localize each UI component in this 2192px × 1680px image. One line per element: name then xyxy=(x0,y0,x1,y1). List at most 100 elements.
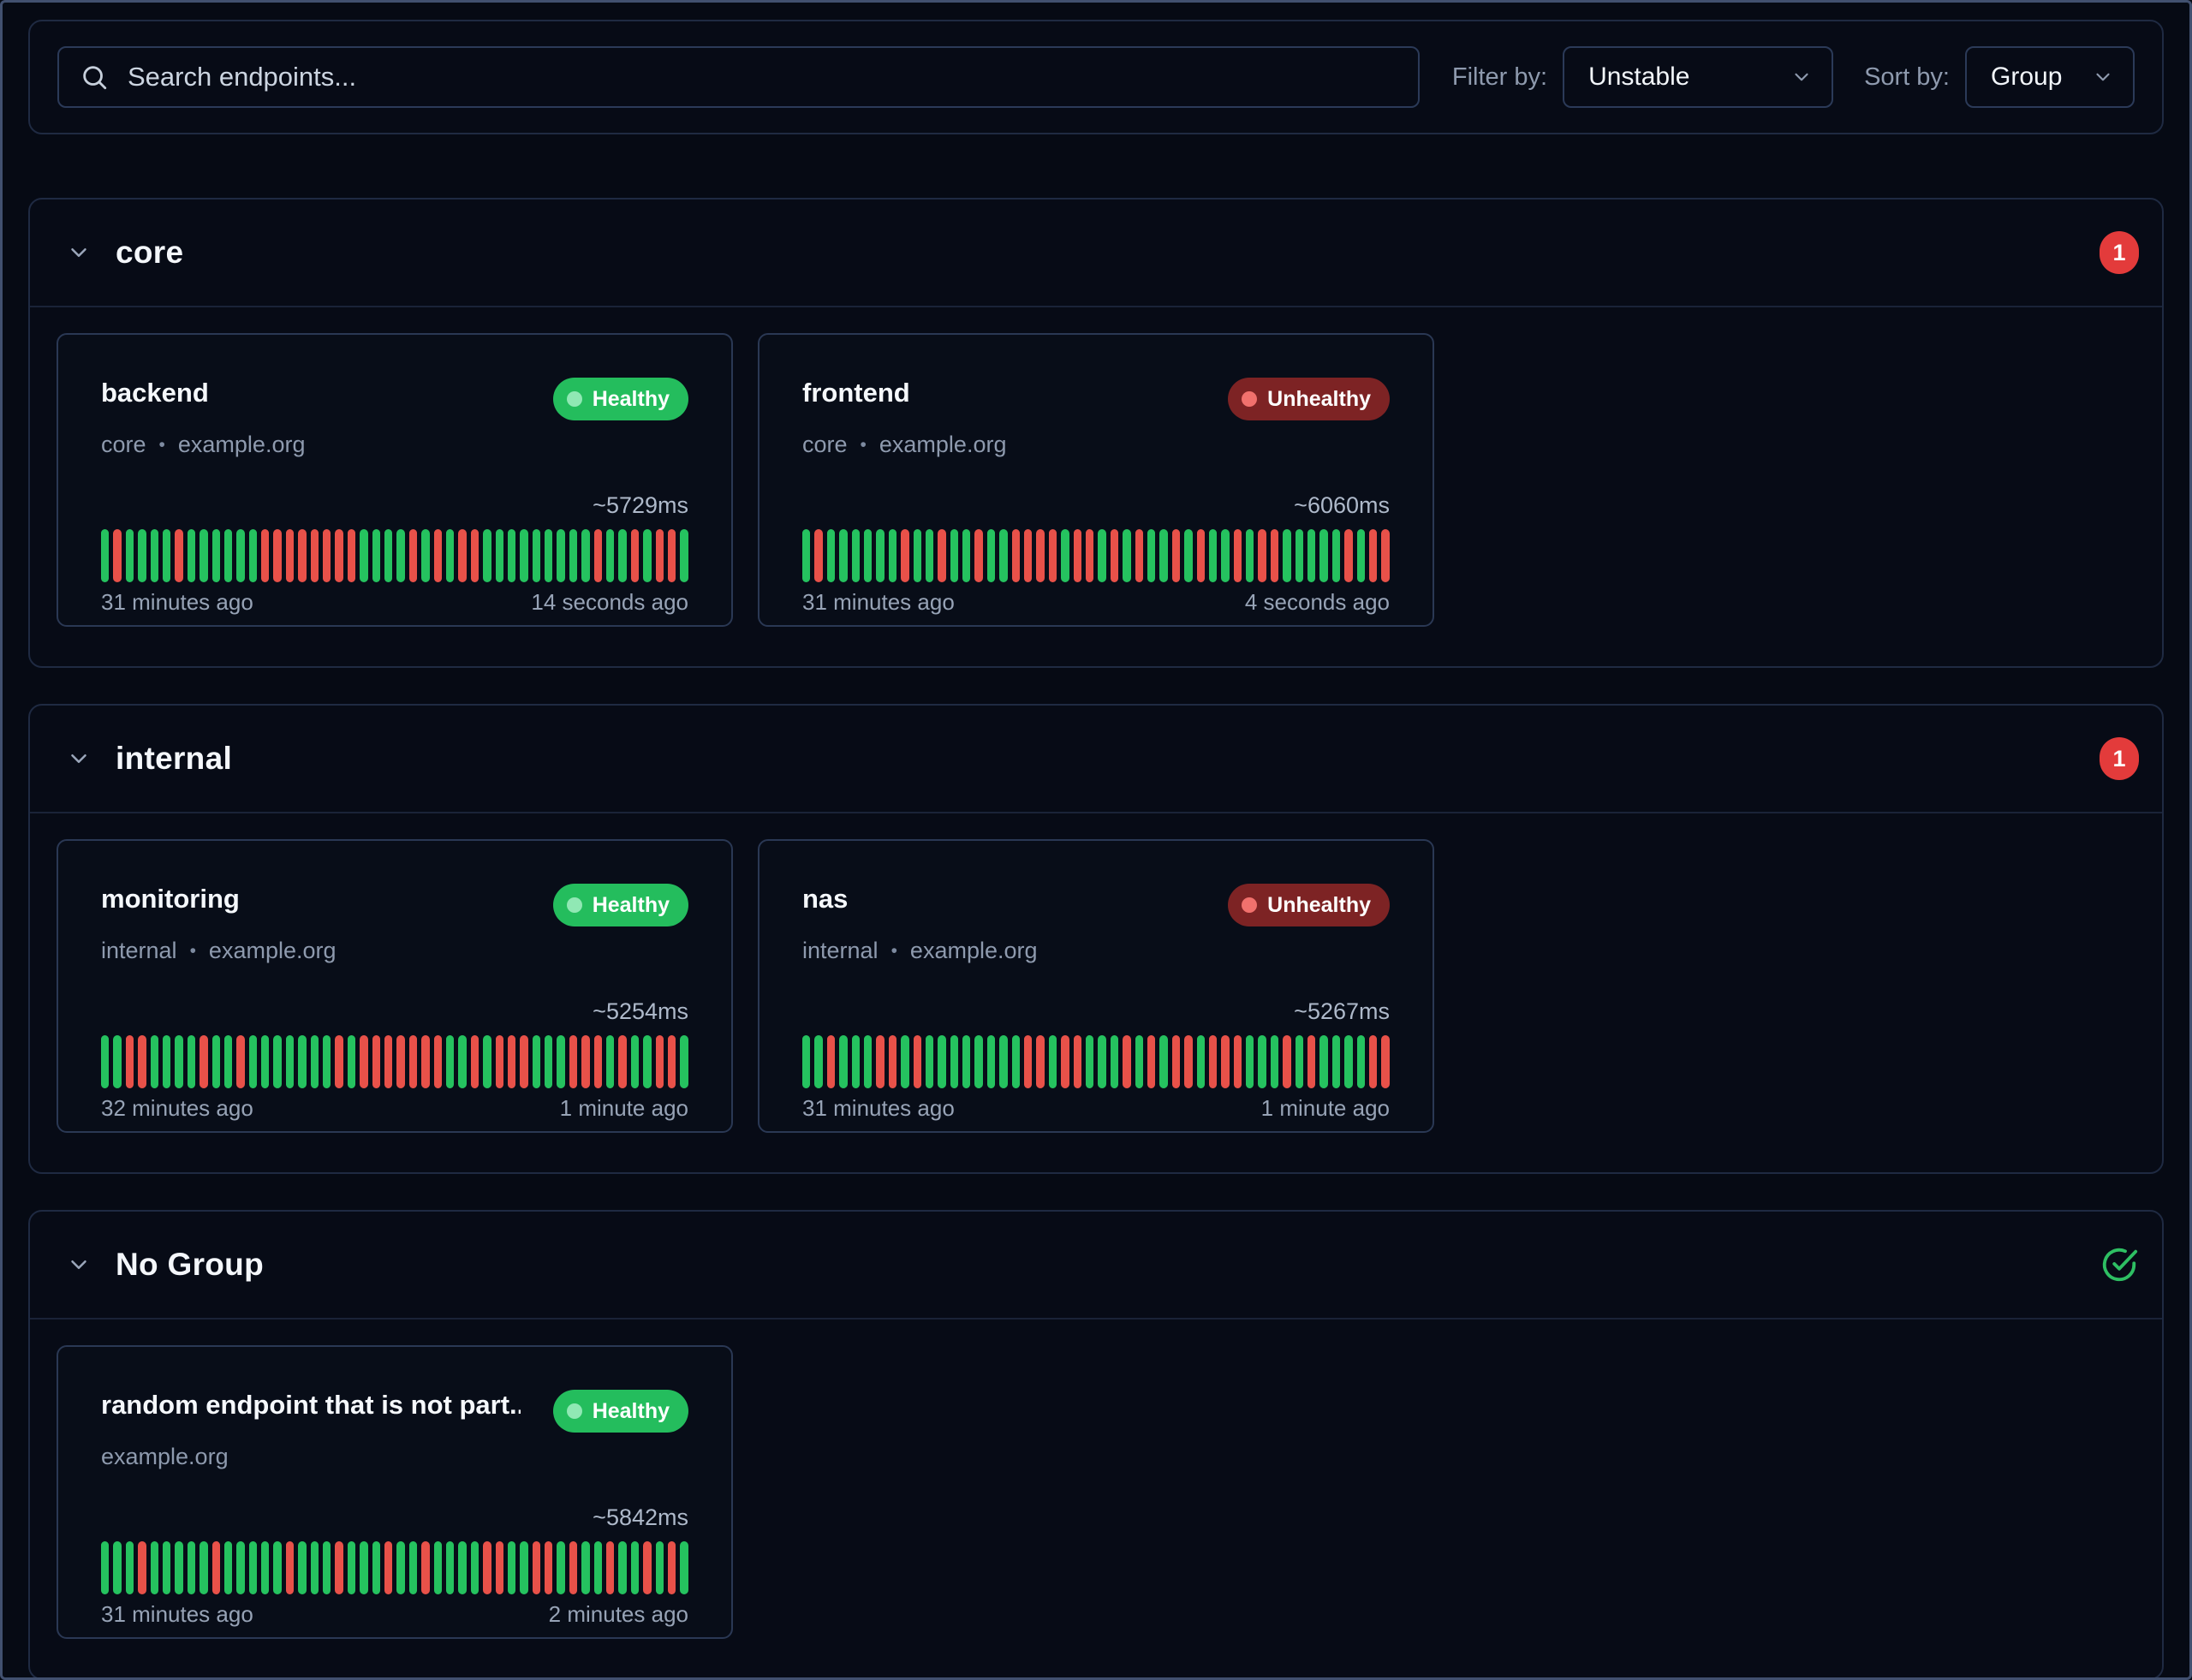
uptime-bar-failure[interactable] xyxy=(285,529,295,582)
uptime-bar-failure[interactable] xyxy=(360,1035,368,1088)
uptime-bar-success[interactable] xyxy=(618,529,627,582)
uptime-bar-success[interactable] xyxy=(1283,529,1291,582)
uptime-bar-success[interactable] xyxy=(581,529,590,582)
uptime-bar-failure[interactable] xyxy=(826,1035,836,1088)
uptime-bar-failure[interactable] xyxy=(1024,1035,1033,1088)
uptime-bar-failure[interactable] xyxy=(569,1541,578,1594)
uptime-bar-success[interactable] xyxy=(520,529,528,582)
uptime-bar-success[interactable] xyxy=(433,1541,442,1594)
uptime-bar-success[interactable] xyxy=(532,1035,541,1088)
uptime-bar-failure[interactable] xyxy=(1011,529,1021,582)
uptime-bar-success[interactable] xyxy=(851,529,860,582)
uptime-bar-failure[interactable] xyxy=(667,1035,676,1088)
uptime-bar-success[interactable] xyxy=(408,1541,418,1594)
uptime-bar-success[interactable] xyxy=(470,1541,480,1594)
uptime-bar-failure[interactable] xyxy=(298,529,307,582)
uptime-bar-success[interactable] xyxy=(285,1035,295,1088)
endpoint-card-frontend[interactable]: frontend Unhealthy core • example.org ~6060ms… xyxy=(758,333,1434,627)
uptime-bar-success[interactable] xyxy=(223,529,233,582)
uptime-bar-success[interactable] xyxy=(483,1035,491,1088)
uptime-bar-success[interactable] xyxy=(125,1541,134,1594)
uptime-bar-success[interactable] xyxy=(938,1035,946,1088)
uptime-bar-failure[interactable] xyxy=(618,1035,627,1088)
uptime-bar-success[interactable] xyxy=(273,1541,282,1594)
uptime-bar-failure[interactable] xyxy=(138,1541,146,1594)
uptime-bar-failure[interactable] xyxy=(1048,529,1057,582)
uptime-bar-failure[interactable] xyxy=(1073,529,1081,582)
uptime-bar-success[interactable] xyxy=(101,1035,110,1088)
uptime-bar-failure[interactable] xyxy=(1073,1035,1081,1088)
uptime-bar-success[interactable] xyxy=(298,1541,307,1594)
uptime-bar-failure[interactable] xyxy=(273,529,282,582)
uptime-bar-failure[interactable] xyxy=(138,1035,146,1088)
chevron-down-icon[interactable] xyxy=(66,240,92,265)
uptime-bar-success[interactable] xyxy=(113,1541,122,1594)
uptime-bar-success[interactable] xyxy=(520,1541,528,1594)
uptime-bar-success[interactable] xyxy=(360,529,368,582)
uptime-bar-success[interactable] xyxy=(606,1035,615,1088)
uptime-bar-failure[interactable] xyxy=(1270,529,1279,582)
uptime-bar-success[interactable] xyxy=(372,529,380,582)
uptime-bar-success[interactable] xyxy=(643,1035,652,1088)
uptime-bar-success[interactable] xyxy=(545,529,553,582)
uptime-bar-success[interactable] xyxy=(557,1035,565,1088)
uptime-bar-failure[interactable] xyxy=(408,529,418,582)
uptime-bar-failure[interactable] xyxy=(1135,529,1143,582)
uptime-bar-success[interactable] xyxy=(950,529,959,582)
uptime-bar-failure[interactable] xyxy=(396,1035,405,1088)
uptime-bar-success[interactable] xyxy=(162,1541,171,1594)
uptime-bar-failure[interactable] xyxy=(1221,1035,1230,1088)
uptime-bar-success[interactable] xyxy=(1085,1035,1094,1088)
uptime-bar-failure[interactable] xyxy=(1381,1035,1390,1088)
uptime-bar-success[interactable] xyxy=(1307,529,1316,582)
uptime-bar-success[interactable] xyxy=(962,1035,971,1088)
uptime-bar-failure[interactable] xyxy=(520,1035,528,1088)
uptime-bar-success[interactable] xyxy=(211,529,220,582)
uptime-bar-failure[interactable] xyxy=(236,1035,245,1088)
uptime-bar-success[interactable] xyxy=(839,529,848,582)
uptime-bar-failure[interactable] xyxy=(211,1541,220,1594)
uptime-bar-success[interactable] xyxy=(1098,529,1106,582)
uptime-bar-success[interactable] xyxy=(888,529,897,582)
uptime-bar-success[interactable] xyxy=(925,1035,934,1088)
uptime-bar-failure[interactable] xyxy=(1368,529,1378,582)
group-header-internal[interactable]: internal 1 xyxy=(30,706,2162,813)
uptime-bar-failure[interactable] xyxy=(433,529,442,582)
uptime-bar-success[interactable] xyxy=(150,1541,158,1594)
uptime-bar-success[interactable] xyxy=(445,1541,455,1594)
uptime-bar-failure[interactable] xyxy=(335,1035,343,1088)
filter-select[interactable]: Unstable xyxy=(1563,46,1834,108)
uptime-bar-failure[interactable] xyxy=(408,1035,418,1088)
uptime-bar-success[interactable] xyxy=(606,529,615,582)
uptime-bar-failure[interactable] xyxy=(1171,1035,1181,1088)
uptime-bar-success[interactable] xyxy=(360,1541,368,1594)
uptime-bar-failure[interactable] xyxy=(901,529,909,582)
uptime-bar-success[interactable] xyxy=(125,529,134,582)
uptime-bar-failure[interactable] xyxy=(507,1035,516,1088)
uptime-bar-success[interactable] xyxy=(863,529,873,582)
uptime-bar-failure[interactable] xyxy=(581,1035,590,1088)
uptime-bar-failure[interactable] xyxy=(593,529,603,582)
uptime-bar-success[interactable] xyxy=(814,1035,823,1088)
uptime-bar-success[interactable] xyxy=(839,1035,848,1088)
uptime-bar-success[interactable] xyxy=(680,1541,688,1594)
uptime-bar-failure[interactable] xyxy=(495,1541,503,1594)
uptime-bar-success[interactable] xyxy=(1048,1035,1057,1088)
uptime-bar-success[interactable] xyxy=(802,529,811,582)
uptime-bar-success[interactable] xyxy=(248,529,258,582)
uptime-bar-success[interactable] xyxy=(655,1541,664,1594)
uptime-bar-success[interactable] xyxy=(630,1035,640,1088)
uptime-bar-success[interactable] xyxy=(1061,529,1069,582)
uptime-bar-success[interactable] xyxy=(187,529,196,582)
group-header-core[interactable]: core 1 xyxy=(30,200,2162,307)
uptime-bar-failure[interactable] xyxy=(606,1541,615,1594)
uptime-bar-failure[interactable] xyxy=(814,529,823,582)
uptime-bar-failure[interactable] xyxy=(1196,529,1205,582)
uptime-bar-success[interactable] xyxy=(223,1035,233,1088)
uptime-bar-failure[interactable] xyxy=(1307,1035,1316,1088)
uptime-bar-success[interactable] xyxy=(1331,529,1341,582)
uptime-bar-failure[interactable] xyxy=(1368,1035,1378,1088)
uptime-bar-success[interactable] xyxy=(1319,1035,1328,1088)
endpoint-card-backend[interactable]: backend Healthy core • example.org ~5729ms 31 … xyxy=(57,333,733,627)
uptime-bar-failure[interactable] xyxy=(1147,1035,1156,1088)
